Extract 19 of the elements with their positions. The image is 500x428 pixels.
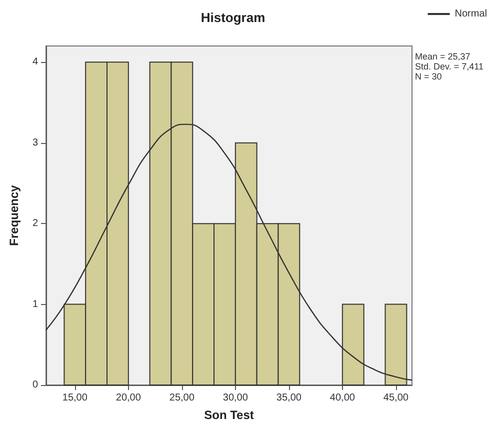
x-axis-title: Son Test <box>204 408 254 422</box>
legend-label: Normal <box>454 8 488 20</box>
text: Mean = 25,37 <box>415 52 470 62</box>
y-tick-label: 1 <box>32 298 38 310</box>
text: Std. Dev. = 7,411 <box>415 62 484 72</box>
y-tick-label: 4 <box>32 56 38 68</box>
x-tick-label: 45,00 <box>383 392 409 404</box>
x-tick-label: 35,00 <box>276 392 302 404</box>
y-tick-label: 0 <box>32 380 38 390</box>
x-tick-label: 40,00 <box>330 392 356 404</box>
text: N = 30 <box>415 72 442 82</box>
x-tick-label: 25,00 <box>169 392 195 404</box>
chart-title: Histogram <box>200 10 266 25</box>
x-tick-label: 15,00 <box>62 392 88 404</box>
y-tick-label: 2 <box>32 218 38 230</box>
y-tick-label: 3 <box>32 137 38 148</box>
x-tick-label: 20,00 <box>116 392 142 404</box>
y-axis-title: Frequency <box>7 184 21 246</box>
x-tick-label: 30,00 <box>222 392 248 404</box>
